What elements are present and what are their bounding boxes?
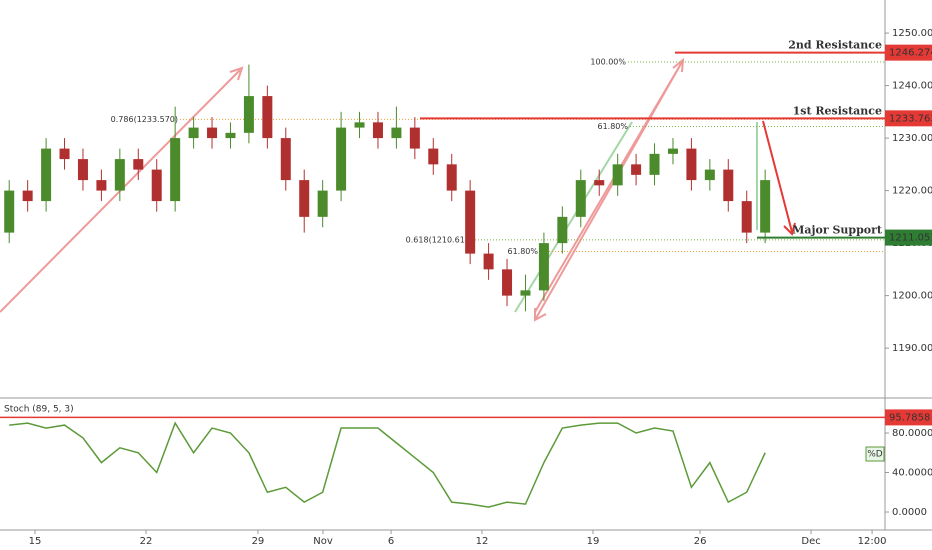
arrow [534,61,683,321]
fib-label: 100.00% [590,57,626,66]
level-tag [885,409,932,426]
candle-body [557,216,568,244]
arrow-head [672,57,685,73]
indicator-title: Stoch (89, 5, 3) [4,405,74,415]
level-name: 2nd Resistance [788,39,882,52]
x-tick-label: 12:00 [858,536,887,547]
arrow-head [534,308,547,322]
candle-body [77,159,88,181]
y-tick-label: 40.0000 [892,468,932,479]
x-tick-label: 29 [252,536,265,547]
x-tick-label: 12 [476,536,489,547]
candle-body [317,190,328,217]
candle-body [446,164,457,191]
candle-body [723,169,734,202]
level-value: 1211.051 [889,233,932,244]
fib-label: 0.786(1233.570) [111,115,178,124]
level-value: 1233.763 [889,113,932,124]
candle-body [262,96,273,139]
level-value: 95.7858 [889,412,930,423]
candle-body [151,169,162,202]
y-tick-label: 1230.000 [892,133,932,144]
candle-body [502,269,513,296]
candle-body [465,190,476,254]
candle-body [336,127,347,191]
y-tick-label: 1200.000 [892,291,932,302]
level-tag [885,229,932,246]
candle-body [760,180,771,233]
level-name: Major Support [792,224,883,237]
candle-body [631,164,642,175]
y-tick-label: 80.0000 [892,428,932,439]
level-tag [885,44,932,61]
fib-label: 61.80% [507,247,538,256]
arrow-head [783,222,796,236]
level-tag [885,110,932,127]
candle-body [243,96,254,133]
arrow-head [229,66,244,81]
candle-body [280,138,291,181]
candle-body [354,122,365,128]
legend-box [865,446,885,462]
candle-body [483,253,494,270]
candle-body [4,190,15,233]
stoch-line [9,421,766,508]
x-tick-label: 22 [140,536,153,547]
y-tick-label: 1190.000 [892,343,932,354]
candle-body [409,127,420,149]
candle-body [41,148,52,202]
y-tick-label: 0.0000 [892,507,927,518]
candle-body [372,122,383,139]
candle-body [299,180,310,217]
candle-body [96,180,107,191]
x-tick-label: Dec [801,536,820,547]
candle-body [391,127,402,139]
candle-body [59,148,70,160]
candle-body [188,127,199,139]
candle-body [170,138,181,202]
y-tick-label: 1250.000 [892,28,932,39]
candle-body [649,153,660,175]
candle-body [207,127,218,139]
candle-body [114,159,125,191]
y-tick-label: 1220.000 [892,186,932,197]
candle-body [225,132,236,139]
candle-body [575,180,586,217]
x-tick-label: 26 [694,536,707,547]
candle-body [520,290,531,296]
candle-body [594,180,605,186]
arrow [762,120,793,233]
arrow [514,121,633,313]
fib-label: 0.618(1210.614) [406,235,473,244]
candle-body [428,148,439,165]
candle-body [704,169,715,181]
candle-body [741,201,752,233]
x-tick-label: 19 [587,536,600,547]
x-tick-label: 6 [388,536,394,547]
drawn-arrows-green [514,121,758,313]
x-tick-label: Nov [313,536,333,547]
candle-body [133,159,144,170]
projection-arrow [762,120,796,236]
candle-body [612,164,623,186]
x-tick-label: 15 [29,536,42,547]
candle-body [22,190,33,202]
fib-label: 61.80% [597,122,628,131]
candle-body [667,148,678,154]
candle-body [538,243,549,291]
level-name: 1st Resistance [793,104,882,117]
level-value: 1246.274 [889,48,932,59]
y-tick-label: 1240.000 [892,81,932,92]
legend-label: %D [867,450,883,460]
candle-body [686,148,697,181]
